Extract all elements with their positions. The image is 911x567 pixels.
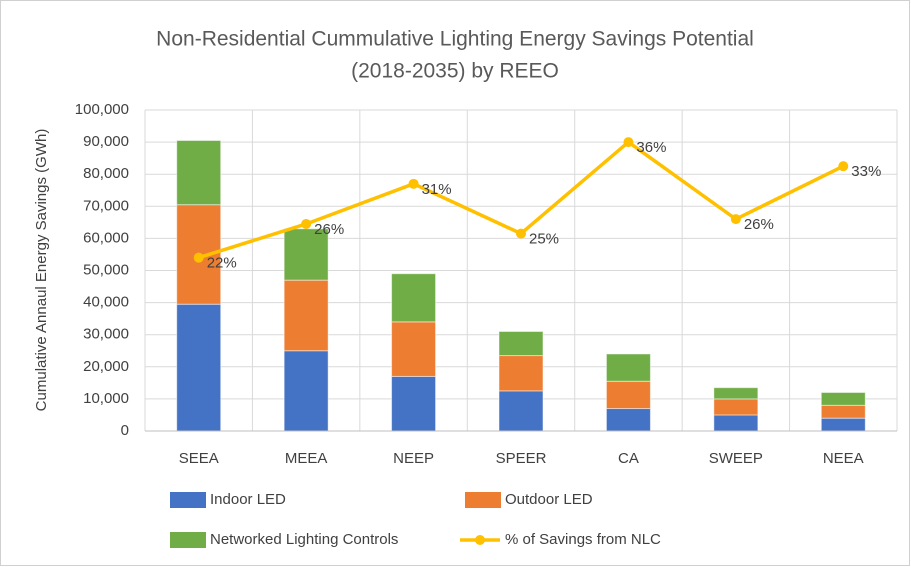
x-tick-label: SEEA xyxy=(179,450,219,467)
y-tick-label: 20,000 xyxy=(83,358,129,375)
data-label: 26% xyxy=(744,216,774,233)
data-label: 26% xyxy=(314,221,344,238)
y-tick-label: 30,000 xyxy=(83,326,129,343)
line-marker xyxy=(730,214,741,225)
bar-segment xyxy=(713,414,759,432)
legend-swatch xyxy=(170,492,206,508)
x-tick-label: CA xyxy=(618,450,639,467)
data-label: 33% xyxy=(851,163,881,180)
line-marker xyxy=(301,218,312,229)
data-label: 36% xyxy=(636,139,666,156)
legend-marker xyxy=(475,535,485,545)
x-tick-label: NEEA xyxy=(823,450,864,467)
bar-segment xyxy=(283,350,329,432)
legend-label: % of Savings from NLC xyxy=(505,531,661,548)
bar-segment xyxy=(605,380,651,410)
x-tick-label: MEEA xyxy=(285,450,328,467)
y-tick-label: 50,000 xyxy=(83,261,129,278)
bar-segment xyxy=(498,390,544,432)
bar-segment xyxy=(713,398,759,416)
line-marker xyxy=(838,161,849,172)
y-tick-label: 90,000 xyxy=(83,133,129,150)
chart-title: Non-Residential Cummulative Lighting Ene… xyxy=(156,28,754,51)
y-tick-label: 0 xyxy=(121,422,129,439)
bar-segment xyxy=(391,273,437,323)
y-tick-label: 60,000 xyxy=(83,229,129,246)
y-tick-label: 70,000 xyxy=(83,197,129,214)
bar-segment xyxy=(820,391,866,406)
line-marker xyxy=(623,137,634,148)
legend-swatch xyxy=(465,492,501,508)
bar-segment xyxy=(283,279,329,352)
data-label: 25% xyxy=(529,231,559,248)
line-marker xyxy=(408,178,419,189)
x-tick-label: SWEEP xyxy=(709,450,763,467)
bar-segment xyxy=(391,321,437,377)
bar-segment xyxy=(820,417,866,432)
bar-segment xyxy=(820,404,866,419)
y-tick-label: 100,000 xyxy=(75,101,129,118)
y-tick-label: 10,000 xyxy=(83,390,129,407)
y-axis-label: Cumulative Annaul Energy Savings (GWh) xyxy=(33,129,50,412)
bar-segment xyxy=(391,375,437,432)
line-marker xyxy=(516,228,526,239)
legend-swatch xyxy=(170,532,206,548)
x-tick-label: NEEP xyxy=(393,450,434,467)
y-tick-label: 40,000 xyxy=(83,294,129,311)
legend-label: Outdoor LED xyxy=(505,491,593,508)
bar-segment xyxy=(605,353,651,382)
x-tick-label: SPEER xyxy=(496,450,547,467)
bar-segment xyxy=(713,387,759,400)
bar-segment xyxy=(176,303,222,432)
line-marker xyxy=(193,252,204,263)
bar-segment xyxy=(498,330,544,357)
legend-label: Indoor LED xyxy=(210,491,286,508)
data-label: 31% xyxy=(422,181,452,198)
bar-segment xyxy=(176,139,222,206)
data-label: 22% xyxy=(207,255,237,272)
bar-segment xyxy=(283,228,329,281)
bar-segment xyxy=(498,355,544,392)
bar-segment xyxy=(605,408,651,432)
y-tick-label: 80,000 xyxy=(83,165,129,182)
chart-title: (2018-2035) by REEO xyxy=(351,60,559,83)
legend-label: Networked Lighting Controls xyxy=(210,531,398,548)
